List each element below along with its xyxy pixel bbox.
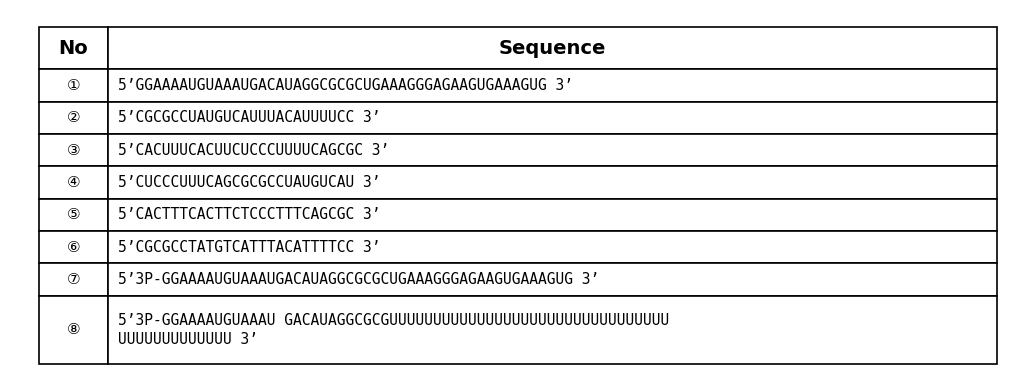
Bar bbox=[108, 27, 997, 69]
Text: 5’CACUUUCACUUCUCCCUUUUCAGCGC 3’: 5’CACUUUCACUUCUCCCUUUUCAGCGC 3’ bbox=[118, 143, 390, 158]
Text: ①: ① bbox=[67, 78, 80, 93]
Bar bbox=[39, 264, 108, 296]
Text: 5’CGCGCCTATGTCATTTACATTTTCC 3’: 5’CGCGCCTATGTCATTTACATTTTCC 3’ bbox=[118, 240, 381, 255]
Bar bbox=[39, 27, 108, 69]
Text: 5’3P-GGAAAAUGUAAAUGACAUAGGCGCGCUGAAAGGGAGAAGUGAAAGUG 3’: 5’3P-GGAAAAUGUAAAUGACAUAGGCGCGCUGAAAGGGA… bbox=[118, 272, 599, 287]
Bar bbox=[108, 167, 997, 199]
Bar bbox=[108, 102, 997, 134]
Text: ⑦: ⑦ bbox=[67, 272, 80, 287]
Text: 5’CGCGCCUAUGUCAUUUACAUUUUCC 3’: 5’CGCGCCUAUGUCAUUUACAUUUUCC 3’ bbox=[118, 110, 381, 126]
Bar bbox=[39, 296, 108, 364]
Text: ⑧: ⑧ bbox=[67, 322, 80, 337]
Bar bbox=[39, 231, 108, 264]
Bar bbox=[39, 102, 108, 134]
Text: ④: ④ bbox=[67, 175, 80, 190]
Bar bbox=[39, 167, 108, 199]
Text: ③: ③ bbox=[67, 143, 80, 158]
Bar bbox=[108, 199, 997, 231]
Text: 5’GGAAAAUGUAAAUGACAUAGGCGCGCUGAAAGGGAGAAGUGAAAGUG 3’: 5’GGAAAAUGUAAAUGACAUAGGCGCGCUGAAAGGGAGAA… bbox=[118, 78, 574, 93]
Bar bbox=[39, 199, 108, 231]
Bar bbox=[108, 70, 997, 102]
Bar bbox=[108, 264, 997, 296]
Text: 5’CUCCCUUUCAGCGCGCCUAUGUCAU 3’: 5’CUCCCUUUCAGCGCGCCUAUGUCAU 3’ bbox=[118, 175, 381, 190]
Bar bbox=[39, 70, 108, 102]
Text: No: No bbox=[58, 39, 88, 58]
Text: ②: ② bbox=[67, 110, 80, 126]
Text: Sequence: Sequence bbox=[499, 39, 606, 58]
Bar bbox=[108, 296, 997, 364]
Bar bbox=[108, 231, 997, 264]
Bar bbox=[39, 134, 108, 167]
Text: 5’CACTTTCACTTCTCCCTTTCAGCGC 3’: 5’CACTTTCACTTCTCCCTTTCAGCGC 3’ bbox=[118, 207, 381, 222]
Bar bbox=[108, 134, 997, 167]
Text: ⑤: ⑤ bbox=[67, 207, 80, 222]
Text: 5’3P-GGAAAAUGUAAAU GACAUAGGCGCGUUUUUUUUUUUUUUUUUUUUUUUUUUUUUUUU
UUUUUUUUUUUUU 3’: 5’3P-GGAAAAUGUAAAU GACAUAGGCGCGUUUUUUUUU… bbox=[118, 312, 670, 347]
Text: ⑥: ⑥ bbox=[67, 240, 80, 255]
